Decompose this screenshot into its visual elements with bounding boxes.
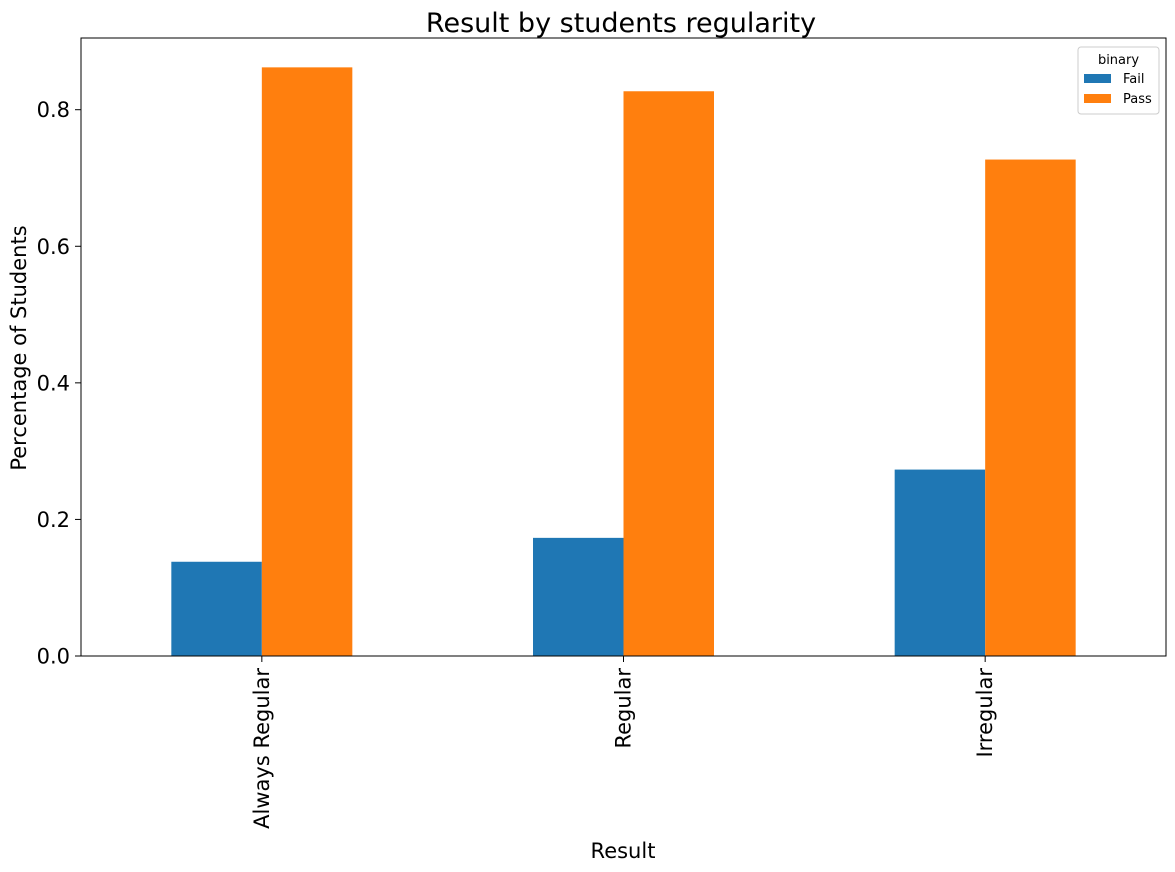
legend-swatch-fail	[1084, 74, 1111, 83]
x-tick-label: Regular	[612, 668, 636, 749]
bar-pass-regular	[623, 91, 714, 656]
y-tick-label: 0.4	[37, 371, 70, 395]
bar-fail-irregular	[894, 469, 986, 656]
y-tick-label: 0.8	[37, 98, 70, 122]
legend: binary Fail Pass	[1077, 46, 1160, 115]
x-tick-label: Irregular	[973, 668, 997, 758]
bar-pass-irregular	[985, 159, 1076, 657]
y-tick-label: 0.2	[37, 508, 70, 532]
x-axis-title: Result	[591, 839, 656, 863]
legend-title: binary	[1098, 53, 1139, 68]
legend-label-fail: Fail	[1123, 72, 1144, 87]
x-tick-label: Always Regular	[250, 668, 274, 829]
bar-pass-always-regular	[261, 67, 353, 657]
chart-title: Result by students regularity	[426, 8, 816, 39]
bar-fail-always-regular	[171, 561, 262, 656]
y-tick-label: 0.0	[37, 645, 70, 669]
bar-fail-regular	[533, 537, 624, 656]
y-tick-label: 0.6	[37, 235, 70, 259]
legend-label-pass: Pass	[1123, 92, 1152, 107]
plot-area: 0.0 0.2 0.4 0.6 0.8 Always Regular Regular Irre…	[37, 37, 1167, 829]
legend-swatch-pass	[1084, 94, 1111, 103]
y-axis-title: Percentage of Students	[7, 225, 31, 470]
